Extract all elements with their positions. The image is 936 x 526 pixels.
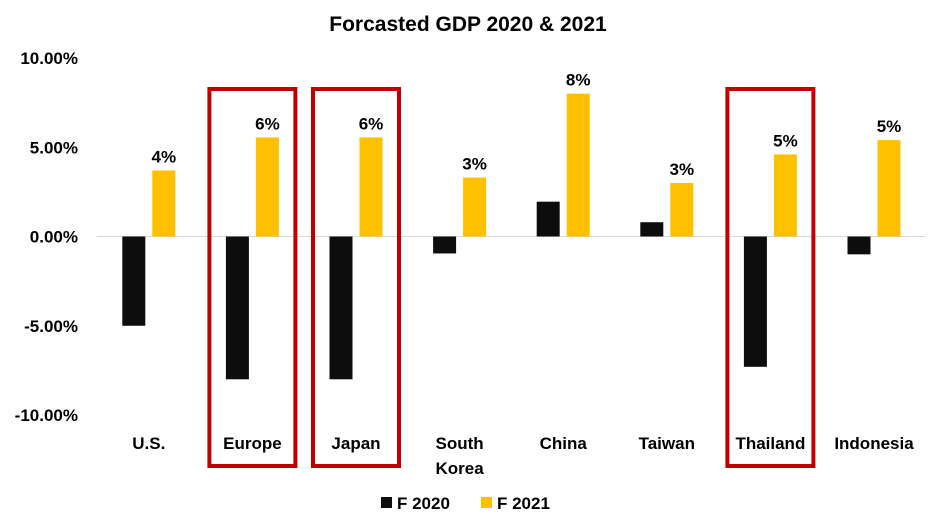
bar-f-2021-u-s- — [152, 170, 176, 237]
bar-f-2021-thailand — [773, 154, 797, 237]
y-axis: 10.00% 5.00% 0.00% -5.00% -10.00% — [15, 49, 78, 425]
category-label: China — [540, 434, 588, 453]
bar-f-2020-indonesia — [847, 236, 871, 255]
chart-title: Forcasted GDP 2020 & 2021 — [329, 13, 607, 36]
category-label: Taiwan — [639, 434, 695, 453]
y-tick-label: 10.00% — [20, 49, 78, 68]
bar-f-2020-china — [536, 201, 560, 237]
legend: F 2020 F 2021 — [381, 494, 550, 513]
category-label: Indonesia — [834, 434, 914, 453]
legend-swatch — [381, 497, 392, 508]
data-label: 8% — [566, 71, 591, 90]
bar-f-2021-indonesia — [877, 140, 901, 237]
legend-label: F 2020 — [397, 494, 450, 513]
data-labels: 4% 6% 6% 3% 8% 3% 5% 5% — [152, 71, 902, 179]
bar-f-2021-japan — [359, 137, 383, 237]
y-tick-label: 5.00% — [30, 138, 78, 157]
bar-f-2020-thailand — [743, 236, 767, 367]
category-label: U.S. — [132, 434, 165, 453]
category-label: Korea — [436, 459, 485, 478]
data-label: 5% — [773, 131, 798, 150]
legend-swatch — [481, 497, 492, 508]
highlight-box-thailand — [725, 87, 816, 468]
bar-f-2021-europe — [255, 137, 279, 237]
legend-label: F 2021 — [497, 494, 550, 513]
highlight-boxes — [207, 87, 816, 468]
bars — [122, 93, 901, 380]
data-label: 5% — [877, 117, 902, 136]
bar-f-2021-taiwan — [670, 182, 694, 237]
bar-f-2020-europe — [225, 236, 249, 380]
category-label: Thailand — [735, 434, 805, 453]
bar-f-2021-china — [566, 93, 590, 237]
bar-f-2021-south-korea — [463, 177, 487, 237]
bar-f-2020-taiwan — [640, 222, 664, 237]
category-label: Europe — [223, 434, 282, 453]
y-tick-label: 0.00% — [30, 228, 78, 247]
bar-f-2020-japan — [329, 236, 353, 380]
y-tick-label: -10.00% — [15, 406, 78, 425]
data-label: 6% — [359, 114, 384, 133]
highlight-box-japan — [311, 87, 401, 468]
category-label: South — [436, 434, 484, 453]
category-label: Japan — [331, 434, 380, 453]
category-axis: U.S. Europe Japan South Korea China Taiwan Thai… — [132, 434, 914, 478]
bar-f-2020-u-s- — [122, 236, 146, 326]
y-tick-label: -5.00% — [24, 317, 78, 336]
data-label: 3% — [670, 160, 695, 179]
data-label: 3% — [462, 155, 487, 174]
highlight-box-europe — [207, 87, 298, 468]
data-label: 6% — [255, 114, 280, 133]
data-label: 4% — [152, 147, 177, 166]
bar-f-2020-south-korea — [433, 236, 457, 254]
